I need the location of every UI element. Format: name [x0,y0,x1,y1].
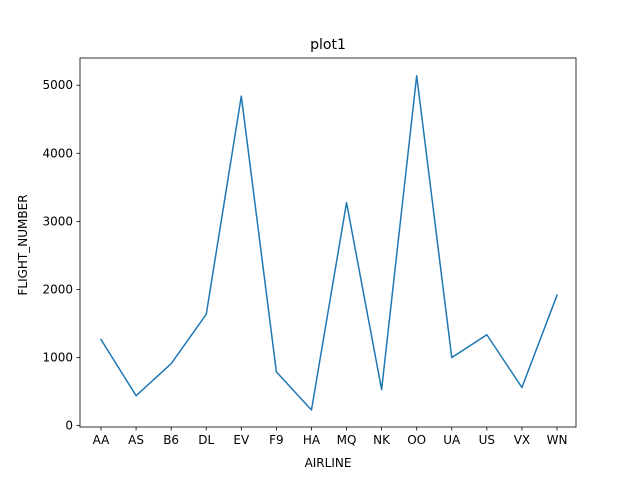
x-tick-label-OO: OO [407,433,426,447]
y-tick-label-2000: 2000 [42,282,73,296]
y-tick-label-1000: 1000 [42,351,73,365]
x-axis-label: AIRLINE [305,456,352,470]
x-tick-label-EV: EV [233,433,250,447]
x-tick-label-NK: NK [373,433,391,447]
x-tick-label-F9: F9 [269,433,284,447]
y-tick-label-3000: 3000 [42,214,73,228]
x-tick-label-HA: HA [303,433,321,447]
x-tick-label-B6: B6 [163,433,179,447]
plot-area: AA AS B6 DL EV F9 HA MQ NK OO UA US VX WN 0 1000 2000 300… [42,57,577,447]
plot-frame [79,57,577,428]
x-tick-label-AS: AS [128,433,144,447]
x-tick-label-AA: AA [93,433,111,447]
x-tick-label-WN: WN [547,433,568,447]
x-tick-label-US: US [479,433,495,447]
x-tick-label-VX: VX [514,433,530,447]
y-tick-label-0: 0 [65,419,73,433]
chart-title: plot1 [310,37,346,53]
y-axis-label: FLIGHT_NUMBER [16,194,30,295]
x-tick-label-MQ: MQ [337,433,357,447]
series-line [99,74,558,411]
x-tick-label-DL: DL [198,433,214,447]
y-tick-label-4000: 4000 [42,146,73,160]
y-tick-label-5000: 5000 [42,78,73,92]
x-tick-label-UA: UA [443,433,461,447]
